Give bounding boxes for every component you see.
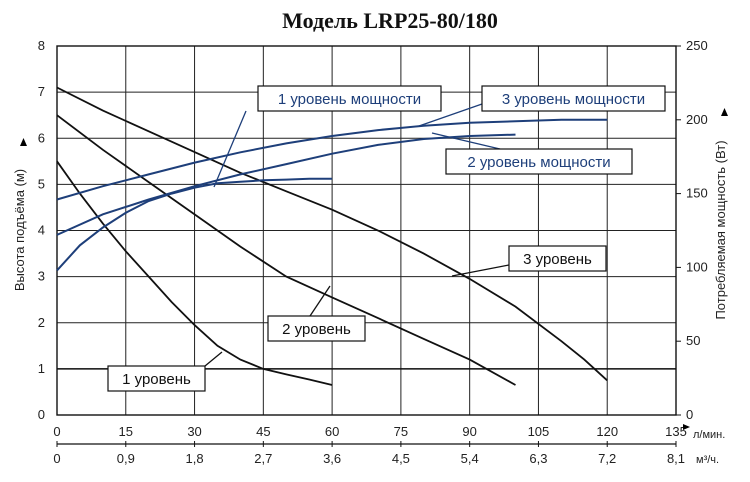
y-right-tick-label: 150 <box>686 186 708 201</box>
x-flow-tick-label: 60 <box>325 424 339 439</box>
callout-label: 2 уровень мощности <box>467 154 610 171</box>
chart-title: Модель LRP25-80/180 <box>282 8 498 33</box>
callout-leader <box>309 285 331 317</box>
x-flow-tick-label: 0 <box>53 424 60 439</box>
callout-label: 1 уровень <box>122 371 191 388</box>
y-right-tick-label: 200 <box>686 112 708 127</box>
y-left-axis-label: Высота подъёма (м) <box>12 169 27 291</box>
y-left-tick-label: 4 <box>38 223 45 238</box>
x-flow-tick-label: 105 <box>528 424 550 439</box>
x-m3-tick-label: 6,3 <box>529 451 547 466</box>
callout-box <box>508 245 607 272</box>
x-m3-unit: м³/ч. <box>696 454 719 466</box>
x-flow-tick-label: 75 <box>394 424 408 439</box>
y-left-tick-label: 2 <box>38 315 45 330</box>
callout-leader <box>204 351 223 367</box>
x-m3-tick-label: 0 <box>53 451 60 466</box>
callout-box <box>257 85 442 112</box>
y-left-tick-label: 7 <box>38 84 45 99</box>
x-m3-tick-label: 1,8 <box>186 451 204 466</box>
callout-label: 2 уровень <box>282 321 351 338</box>
callout-box <box>267 315 366 342</box>
x-m3-tick-label: 5,4 <box>461 451 479 466</box>
y-right-tick-label: 250 <box>686 38 708 53</box>
power-curve <box>56 177 333 272</box>
x-m3-tick-label: 4,5 <box>392 451 410 466</box>
callout-box <box>481 85 666 112</box>
x-flow-tick-label: 15 <box>119 424 133 439</box>
head-curve <box>56 114 516 386</box>
y-right-tick-label: 100 <box>686 259 708 274</box>
y-left-tick-label: 5 <box>38 176 45 191</box>
power-curve <box>56 118 608 201</box>
y-right-tick-label: 0 <box>686 407 693 422</box>
y-left-tick-label: 6 <box>38 130 45 145</box>
y-left-tick-label: 0 <box>38 407 45 422</box>
callout-label: 1 уровень мощности <box>278 91 421 108</box>
y-left-tick-label: 8 <box>38 38 45 53</box>
x-flow-unit: л/мин. <box>693 429 725 441</box>
x-flow-tick-label: 30 <box>187 424 201 439</box>
callout-leader <box>431 132 501 150</box>
power-curve <box>56 133 516 236</box>
x-m3-tick-label: 7,2 <box>598 451 616 466</box>
callout-box <box>107 365 206 392</box>
callout-leader <box>451 264 510 277</box>
plot-frame <box>56 45 677 416</box>
curves <box>56 86 676 386</box>
callout-label: 3 уровень <box>523 251 592 268</box>
x-m3-tick-label: 0,9 <box>117 451 135 466</box>
y-left-tick-label: 1 <box>38 361 45 376</box>
y-right-axis-label: Потребляемая мощность (Вт) <box>713 140 728 319</box>
head-curve <box>56 160 333 386</box>
x-flow-tick-label: 135 <box>665 424 687 439</box>
y-right-arrow-icon <box>721 108 728 116</box>
x-flow-tick-label: 90 <box>462 424 476 439</box>
x-flow-tick-label: 120 <box>596 424 618 439</box>
callout-leader <box>213 110 247 188</box>
x-m3-tick-label: 3,6 <box>323 451 341 466</box>
y-left-tick-label: 3 <box>38 269 45 284</box>
y-left-arrow-icon <box>20 138 27 146</box>
x-flow-arrow-icon <box>683 424 690 430</box>
callouts: 1 уровень мощности 3 уровень мощности 2 ур… <box>107 85 666 392</box>
head-curve <box>56 86 608 382</box>
x-flow-tick-label: 45 <box>256 424 270 439</box>
callout-label: 3 уровень мощности <box>502 91 645 108</box>
x-m3-tick-label: 8,1 <box>667 451 685 466</box>
callout-leader <box>418 103 483 127</box>
callout-box <box>445 148 633 175</box>
x-m3-tick-label: 2,7 <box>254 451 272 466</box>
y-right-tick-label: 50 <box>686 333 700 348</box>
